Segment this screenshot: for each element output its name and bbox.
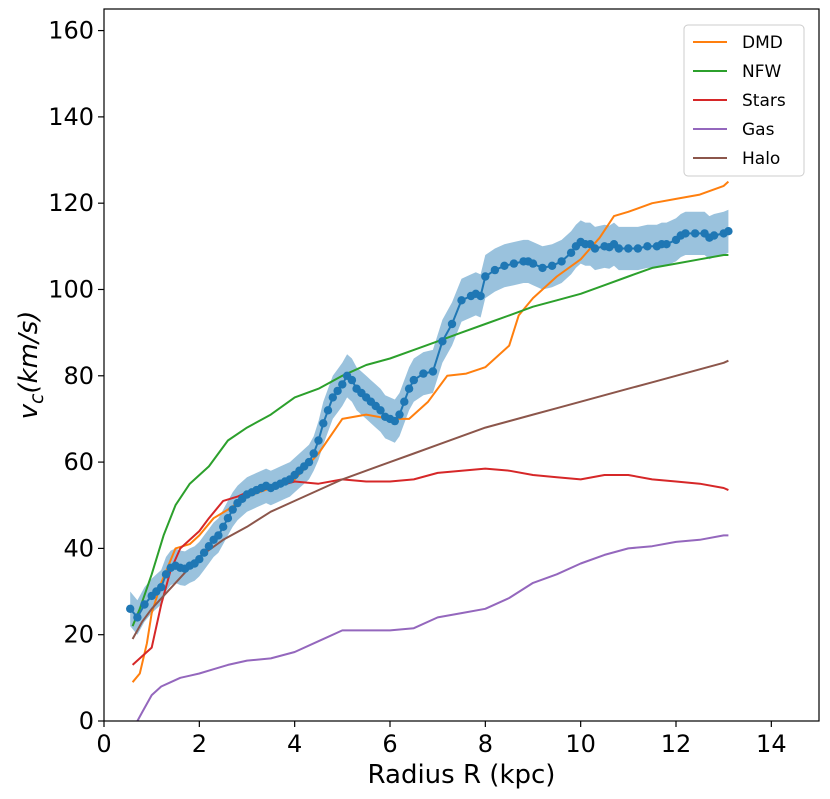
y-tick-label: 80 [63,362,94,390]
observed-point [404,384,414,393]
y-tick-label: 60 [63,448,94,476]
observed-point [438,337,447,346]
observed-point [724,227,733,236]
observed-line [129,230,729,620]
series-line-halo [131,359,729,640]
observed-point [304,457,314,467]
x-tick-label: 12 [661,730,692,758]
observed-point [538,263,547,273]
series-line-gas [136,534,729,721]
observed-point [500,261,509,270]
observed-point [214,531,223,540]
x-axis-label: Radius R (kpc) [368,760,556,790]
observed-point [219,522,228,531]
legend-box [683,24,805,177]
observed-point [419,369,428,378]
observed-point [428,367,438,376]
legend-label-halo: Halo [742,149,780,169]
observed-point [557,257,566,266]
observed-point [457,296,466,305]
observed-point [681,229,690,238]
observed-point [614,244,623,253]
observed-point [133,613,142,622]
axes-frame [103,8,820,722]
observed-point [447,319,457,329]
observed-point [481,272,490,281]
series-line-nfw [131,254,729,627]
observed-point [547,261,557,270]
x-tick-label: 2 [192,730,207,758]
plot-area [126,180,733,721]
observed-point [338,380,347,389]
y-axis-label: vc(km/s) [14,311,48,420]
observed-point [590,244,600,253]
observed-point [161,570,171,579]
observed-point [624,244,633,253]
observed-point [228,505,237,514]
observed-point [476,291,485,301]
series-line-dmd [131,180,730,683]
observed-point [509,259,519,268]
observed-point [490,265,500,275]
observed-point [199,548,209,557]
observed-point [395,410,404,419]
y-tick-label: 20 [63,621,94,649]
legend-label-gas: Gas [742,120,775,140]
y-tick-label: 0 [79,707,94,735]
x-tick-label: 14 [756,730,787,758]
observed-point [319,419,328,428]
legend: DMD NFW Stars Gas Halo [683,24,805,177]
observed-point [314,436,323,445]
x-tick-label: 8 [478,730,493,758]
observed-point [528,259,538,268]
observed-point [157,583,166,592]
observed-point [633,244,643,253]
legend-label-nfw: NFW [742,62,781,82]
y-tick-label: 160 [48,17,94,45]
observed-point [323,406,333,415]
observed-point [328,393,337,402]
y-tick-label: 120 [48,189,94,217]
y-tick-label: 140 [48,103,94,131]
observed-point [223,514,233,523]
x-tick-label: 4 [287,730,302,758]
observed-point [195,555,204,564]
x-tick-label: 6 [382,730,397,758]
observed-point [376,406,385,415]
observed-point [204,542,214,551]
observed-point [709,231,719,240]
y-tick-label: 100 [48,275,94,303]
observed-point [566,248,576,257]
legend-label-dmd: DMD [742,33,783,53]
observed-point [126,604,135,613]
observed-point [390,416,399,426]
y-axis-label-unit: (km/s) [14,311,44,394]
observed-point [643,242,652,251]
observed-point [140,600,149,609]
y-axis-label-subscript: c [26,393,48,404]
legend-label-stars: Stars [742,91,786,111]
series-line-stars [131,467,729,666]
observed-point [409,375,418,385]
y-axis-label-main: v [14,403,44,419]
observed-point [347,375,357,385]
y-tick-label: 40 [63,534,94,562]
x-tick-label: 10 [565,730,596,758]
observed-point [400,397,409,406]
observed-point [690,229,700,238]
observed-error-band [130,209,729,635]
observed-point [333,386,342,396]
observed-point [309,449,318,458]
x-tick-label: 0 [96,730,111,758]
observed-point [662,240,671,249]
